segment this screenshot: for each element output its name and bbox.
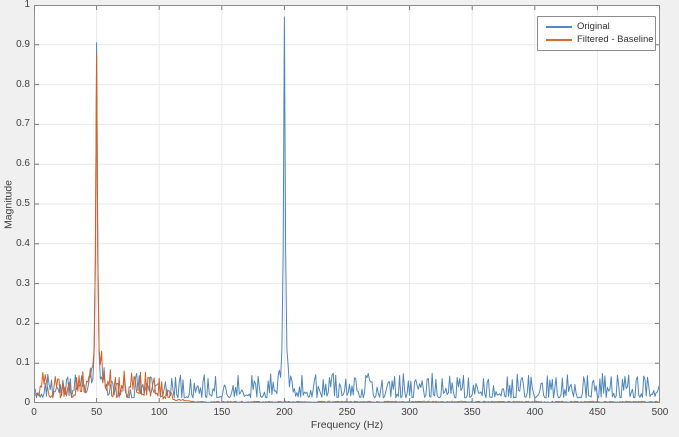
y-tick-label: 0.5 — [16, 198, 30, 209]
x-tick-label: 150 — [213, 407, 231, 418]
y-tick-label: 0.2 — [16, 317, 30, 329]
y-tick-label: 0 — [24, 397, 30, 408]
y-tick-label: 1 — [24, 0, 30, 10]
legend[interactable]: Original Filtered - Baseline — [537, 16, 656, 51]
y-tick-label: 0.7 — [16, 118, 30, 130]
series-line-original — [34, 16, 660, 399]
plot-area[interactable] — [34, 5, 660, 403]
x-tick-label: 50 — [91, 407, 103, 418]
legend-line-filtered-icon — [546, 38, 572, 41]
y-tick-label: 0.3 — [16, 277, 30, 289]
x-tick-label: 250 — [338, 407, 356, 418]
x-tick-label: 100 — [150, 407, 168, 418]
legend-line-original-icon — [546, 25, 572, 28]
legend-label-original: Original — [577, 21, 610, 32]
x-axis-label: Frequency (Hz) — [310, 419, 384, 431]
legend-entry-original[interactable]: Original — [538, 20, 655, 33]
x-tick-label: 450 — [589, 407, 606, 418]
legend-label-filtered: Filtered - Baseline — [577, 34, 654, 45]
spectrum-chart — [34, 5, 660, 403]
x-tick-label: 300 — [401, 407, 418, 418]
x-tick-label: 200 — [276, 407, 293, 418]
legend-entry-filtered[interactable]: Filtered - Baseline — [538, 33, 655, 46]
axes-box — [34, 5, 660, 403]
x-tick-label: 0 — [31, 407, 37, 418]
y-tick-label: 0.9 — [16, 38, 30, 50]
x-tick-label: 350 — [463, 407, 481, 418]
x-tick-label: 400 — [526, 407, 544, 418]
x-tick-label: 500 — [651, 407, 669, 418]
y-tick-label: 0.4 — [16, 237, 30, 249]
y-tick-label: 0.8 — [16, 78, 30, 90]
y-tick-label: 0.6 — [16, 158, 30, 170]
y-tick-label: 0.1 — [16, 357, 30, 369]
